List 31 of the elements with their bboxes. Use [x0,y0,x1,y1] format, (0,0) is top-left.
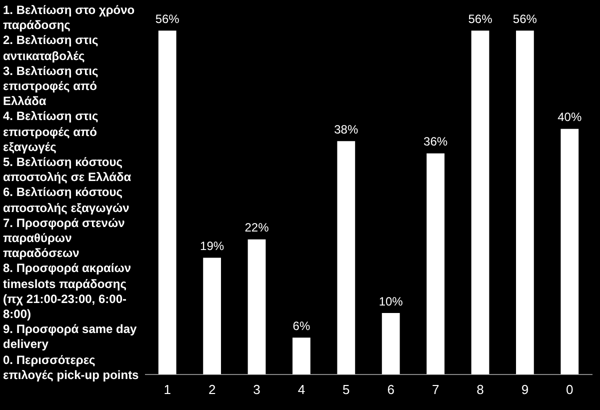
x-tick-label: 1 [164,382,171,397]
x-tick-label: 9 [521,382,529,397]
x-tick-label: 2 [208,382,216,397]
bar [248,239,266,374]
data-label: 19% [200,239,224,254]
x-tick-label: 8 [476,382,484,397]
data-label: 56% [155,12,180,26]
data-label: 6% [292,318,310,333]
data-label: 22% [244,220,270,235]
bar [516,30,534,374]
bar [426,153,444,374]
data-label: 10% [378,294,404,308]
x-tick-label: 6 [387,382,394,397]
bar [158,30,176,374]
bar [203,258,221,374]
x-tick-label: 7 [432,382,440,397]
data-label: 36% [424,134,448,149]
data-label: 38% [334,122,358,136]
x-tick-label: 3 [253,382,260,397]
bar [382,313,400,374]
x-tick-label: 0 [566,382,574,397]
data-label: 56% [512,12,538,26]
bar [292,338,310,374]
data-label: 40% [558,110,582,124]
x-tick-label: 5 [342,382,350,397]
bar [560,128,579,374]
bar [471,30,490,374]
x-tick-label: 4 [298,382,306,397]
legend-text: 1. Βελτίωση στο χρόνο παράδοσης 2. Βελτίωση στις αντικαταβολές 3. Βελτίωση στις επιστροφές από Ελλάδα 4. Βελτίωση στις επιστροφές από εξαγωγές 5. Βελτίωση κόστους αποστολής σε Ελλάδα 6. Βελτίωση κόστους αποστολής εξαγωγών 7. Προσφορά στενών παραθύρων παραδόσεων 8. Προσφορά ακραίων timeslots παράδοσης (πχ 21:00-23:00, 6:00-8:00) 9. Προσφορά same day delivery 0. Περισσότερες επιλογές pick-up points [3,3,140,384]
bar [337,141,356,374]
data-label: 56% [468,12,493,26]
